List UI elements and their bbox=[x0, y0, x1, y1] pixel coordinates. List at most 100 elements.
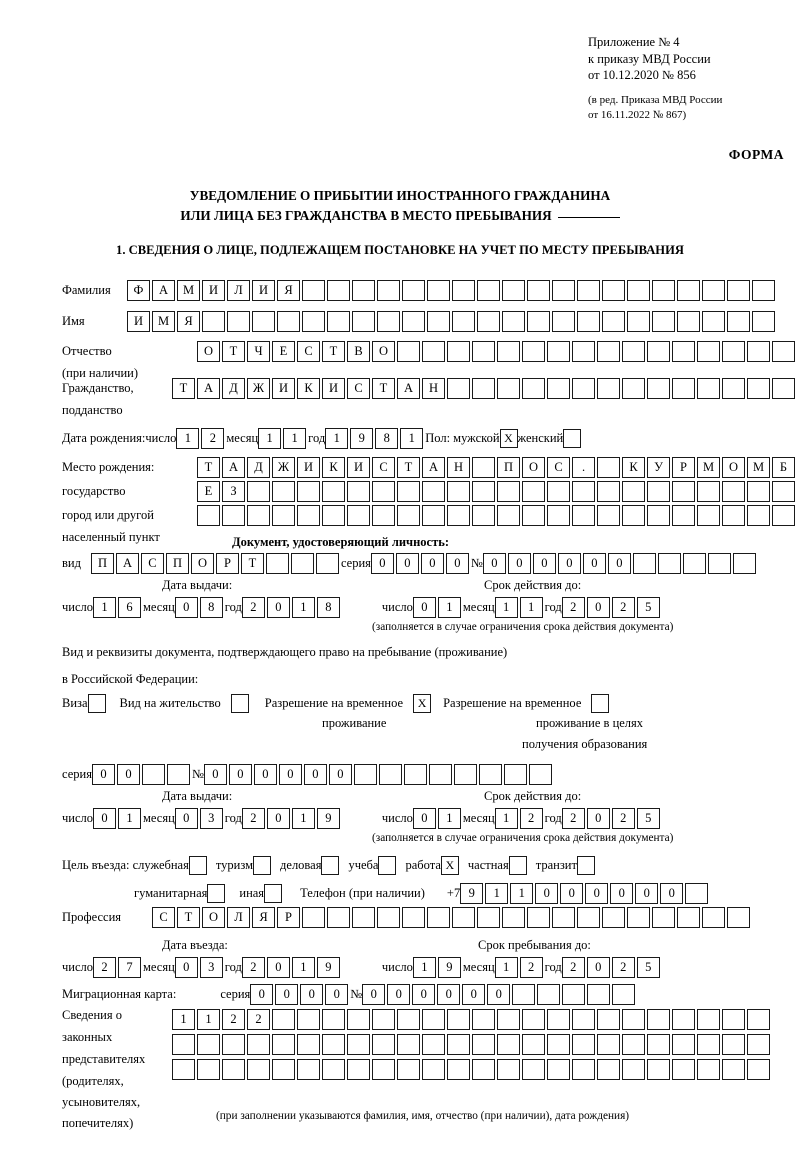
char-cell[interactable] bbox=[247, 481, 270, 502]
char-cell[interactable] bbox=[397, 1059, 420, 1080]
char-cell[interactable] bbox=[627, 280, 650, 301]
char-cell[interactable]: Д bbox=[247, 457, 270, 478]
char-cell[interactable]: 2 bbox=[561, 808, 585, 829]
char-cell[interactable]: 0 bbox=[462, 984, 486, 1005]
char-cell[interactable]: 0 bbox=[412, 984, 436, 1005]
char-cell[interactable]: Т bbox=[172, 378, 195, 399]
char-cell[interactable] bbox=[277, 311, 300, 332]
char-cell[interactable] bbox=[477, 280, 500, 301]
char-cell[interactable] bbox=[672, 505, 695, 526]
char-cell[interactable] bbox=[527, 907, 550, 928]
char-cell[interactable] bbox=[497, 505, 520, 526]
char-cell[interactable]: О bbox=[202, 907, 225, 928]
char-cell[interactable]: 0 bbox=[266, 597, 290, 618]
purpose-humanitarian-checkbox[interactable] bbox=[207, 884, 226, 903]
char-cell[interactable]: 0 bbox=[228, 764, 252, 785]
char-cell[interactable]: 0 bbox=[203, 764, 227, 785]
char-cell[interactable]: И bbox=[297, 457, 320, 478]
char-cell[interactable] bbox=[622, 341, 645, 362]
char-cell[interactable] bbox=[141, 764, 165, 785]
char-cell[interactable]: М bbox=[747, 457, 770, 478]
char-cell[interactable]: И bbox=[127, 311, 150, 332]
char-cell[interactable] bbox=[472, 457, 495, 478]
char-cell[interactable] bbox=[747, 1034, 770, 1055]
char-cell[interactable]: 5 bbox=[636, 597, 660, 618]
char-cell[interactable] bbox=[477, 907, 500, 928]
char-cell[interactable] bbox=[697, 481, 720, 502]
char-cell[interactable] bbox=[622, 378, 645, 399]
char-cell[interactable] bbox=[378, 764, 402, 785]
char-cell[interactable] bbox=[503, 764, 527, 785]
char-cell[interactable] bbox=[397, 1009, 420, 1030]
char-cell[interactable] bbox=[727, 907, 750, 928]
char-cell[interactable] bbox=[722, 1034, 745, 1055]
sex-female-checkbox[interactable] bbox=[563, 429, 582, 448]
char-cell[interactable] bbox=[166, 764, 190, 785]
char-cell[interactable] bbox=[297, 505, 320, 526]
char-cell[interactable] bbox=[572, 1009, 595, 1030]
char-cell[interactable] bbox=[647, 378, 670, 399]
char-cell[interactable]: 1 bbox=[494, 597, 518, 618]
char-cell[interactable] bbox=[347, 481, 370, 502]
char-cell[interactable] bbox=[472, 505, 495, 526]
char-cell[interactable]: 0 bbox=[303, 764, 327, 785]
char-cell[interactable] bbox=[422, 1034, 445, 1055]
char-cell[interactable]: О bbox=[190, 553, 214, 574]
char-cell[interactable]: З bbox=[222, 481, 245, 502]
char-cell[interactable] bbox=[572, 1034, 595, 1055]
char-cell[interactable] bbox=[452, 907, 475, 928]
char-cell[interactable] bbox=[697, 341, 720, 362]
char-cell[interactable] bbox=[612, 984, 636, 1005]
char-cell[interactable] bbox=[347, 1059, 370, 1080]
char-cell[interactable] bbox=[477, 311, 500, 332]
char-cell[interactable]: 9 bbox=[316, 957, 340, 978]
char-cell[interactable] bbox=[602, 907, 625, 928]
char-cell[interactable] bbox=[472, 378, 495, 399]
char-cell[interactable] bbox=[272, 1009, 295, 1030]
char-cell[interactable]: А bbox=[397, 378, 420, 399]
char-cell[interactable] bbox=[572, 505, 595, 526]
char-cell[interactable] bbox=[422, 1059, 445, 1080]
char-cell[interactable]: К bbox=[622, 457, 645, 478]
char-cell[interactable] bbox=[522, 505, 545, 526]
char-cell[interactable]: 3 bbox=[199, 808, 223, 829]
char-cell[interactable]: 0 bbox=[250, 984, 274, 1005]
char-cell[interactable] bbox=[202, 311, 225, 332]
char-cell[interactable]: 2 bbox=[561, 957, 585, 978]
char-cell[interactable] bbox=[447, 505, 470, 526]
char-cell[interactable] bbox=[197, 505, 220, 526]
char-cell[interactable]: 1 bbox=[494, 808, 518, 829]
char-cell[interactable] bbox=[537, 984, 561, 1005]
temp-permit-checkbox[interactable]: X bbox=[413, 694, 432, 713]
char-cell[interactable] bbox=[547, 341, 570, 362]
char-cell[interactable] bbox=[722, 378, 745, 399]
char-cell[interactable] bbox=[702, 311, 725, 332]
char-cell[interactable] bbox=[377, 280, 400, 301]
char-cell[interactable]: А bbox=[152, 280, 175, 301]
char-cell[interactable]: П bbox=[90, 553, 114, 574]
char-cell[interactable]: 0 bbox=[395, 553, 419, 574]
char-cell[interactable] bbox=[747, 341, 770, 362]
char-cell[interactable] bbox=[562, 984, 586, 1005]
char-cell[interactable]: 0 bbox=[91, 764, 115, 785]
char-cell[interactable] bbox=[632, 553, 656, 574]
char-cell[interactable] bbox=[697, 1059, 720, 1080]
sex-male-checkbox[interactable]: X bbox=[499, 429, 518, 448]
char-cell[interactable] bbox=[772, 341, 795, 362]
char-cell[interactable] bbox=[722, 1059, 745, 1080]
char-cell[interactable] bbox=[727, 280, 750, 301]
char-cell[interactable]: 8 bbox=[199, 597, 223, 618]
char-cell[interactable] bbox=[552, 907, 575, 928]
char-cell[interactable] bbox=[422, 505, 445, 526]
char-cell[interactable] bbox=[377, 311, 400, 332]
char-cell[interactable]: 0 bbox=[93, 808, 117, 829]
char-cell[interactable] bbox=[677, 907, 700, 928]
char-cell[interactable] bbox=[422, 1009, 445, 1030]
char-cell[interactable] bbox=[522, 1059, 545, 1080]
char-cell[interactable] bbox=[672, 341, 695, 362]
char-cell[interactable]: 2 bbox=[222, 1009, 245, 1030]
char-cell[interactable] bbox=[247, 1034, 270, 1055]
char-cell[interactable] bbox=[752, 311, 775, 332]
char-cell[interactable]: И bbox=[272, 378, 295, 399]
char-cell[interactable] bbox=[772, 378, 795, 399]
